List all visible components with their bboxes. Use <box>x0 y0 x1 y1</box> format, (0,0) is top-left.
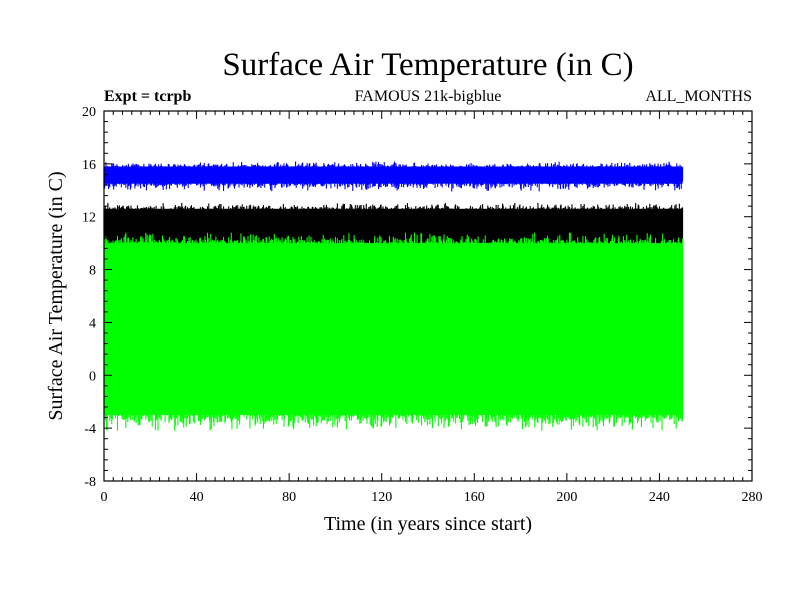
x-tick-label: 240 <box>649 490 670 505</box>
chart-subtitle-center: FAMOUS 21k-bigblue <box>355 88 502 105</box>
y-tick-label: 4 <box>89 316 96 331</box>
x-tick-label: 0 <box>101 490 108 505</box>
y-tick-label: -8 <box>84 475 96 490</box>
x-tick-label: 40 <box>190 490 204 505</box>
chart-subtitle-right: ALL_MONTHS <box>645 88 752 105</box>
series-blue <box>103 161 684 192</box>
x-tick-label: 120 <box>371 490 392 505</box>
series-blue-line <box>103 161 684 192</box>
y-tick-label: -4 <box>84 422 96 437</box>
y-tick-label: 20 <box>82 105 96 120</box>
y-tick-label: 8 <box>89 264 96 279</box>
y-tick-label: 0 <box>89 369 96 384</box>
chart-title: Surface Air Temperature (in C) <box>222 47 633 83</box>
plot-frame <box>103 110 753 482</box>
x-tick-label: 160 <box>464 490 485 505</box>
y-tick-label: 12 <box>82 211 96 226</box>
x-tick-label: 80 <box>282 490 296 505</box>
series-green-line <box>103 232 684 431</box>
x-axis-label: Time (in years since start) <box>324 513 532 535</box>
x-tick-label: 280 <box>742 490 763 505</box>
y-axis-label: Surface Air Temperature (in C) <box>45 171 67 420</box>
series-layer <box>103 161 684 431</box>
tick-layer: 0 40 80 120 160 200 240 280 -8 -4 0 4 8 12 16 20 <box>82 105 763 505</box>
chart-subtitle-left: Expt = tcrpb <box>104 88 191 105</box>
x-tick-label: 200 <box>556 490 577 505</box>
y-tick-label: 16 <box>82 158 96 173</box>
series-green <box>103 232 684 431</box>
